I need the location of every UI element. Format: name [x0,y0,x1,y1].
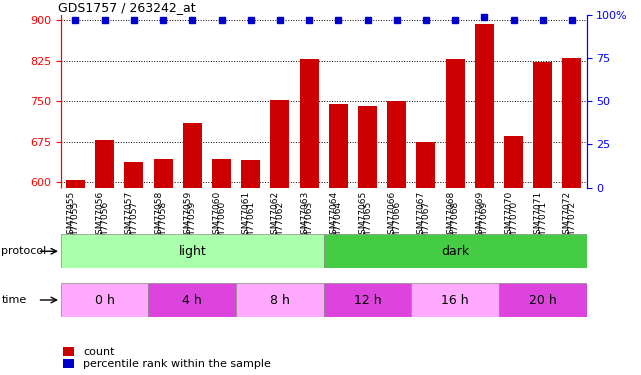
Bar [417,142,435,188]
Bar [241,160,260,188]
Text: time: time [1,295,26,305]
Text: GSM77066: GSM77066 [388,191,397,240]
Text: 0 h: 0 h [95,294,115,306]
Text: GSM77067: GSM77067 [417,191,426,240]
FancyBboxPatch shape [499,283,587,317]
Bar [329,104,348,188]
Text: GSM77058: GSM77058 [154,191,163,240]
Text: 12 h: 12 h [354,294,381,306]
FancyBboxPatch shape [412,283,499,317]
Text: GSM77061: GSM77061 [242,191,251,240]
Text: GSM77062: GSM77062 [276,200,285,250]
Bar [475,24,494,188]
Text: GSM77059: GSM77059 [188,200,197,250]
FancyBboxPatch shape [61,234,324,268]
Text: GSM77060: GSM77060 [217,200,226,250]
Text: 8 h: 8 h [270,294,290,306]
Bar [154,159,172,188]
Text: GSM77059: GSM77059 [183,191,192,240]
Text: GSM77068: GSM77068 [451,200,460,250]
Text: GSM77064: GSM77064 [334,200,343,250]
FancyBboxPatch shape [324,283,412,317]
Text: GSM77055: GSM77055 [71,200,80,250]
Bar [299,59,319,188]
Bar [445,59,465,188]
Text: light: light [178,245,206,258]
Text: GSM77055: GSM77055 [67,191,76,240]
Text: GSM77065: GSM77065 [358,191,367,240]
Text: GSM77056: GSM77056 [100,200,109,250]
Text: GSM77071: GSM77071 [534,191,543,240]
Text: GSM77058: GSM77058 [158,200,167,250]
Text: GSM77070: GSM77070 [509,200,518,250]
Bar [504,136,523,188]
Text: GSM77067: GSM77067 [421,200,430,250]
Text: GDS1757 / 263242_at: GDS1757 / 263242_at [58,1,196,14]
FancyBboxPatch shape [236,283,324,317]
Text: GSM77057: GSM77057 [129,200,138,250]
Text: GSM77062: GSM77062 [271,191,280,240]
Text: GSM77069: GSM77069 [476,191,485,240]
Text: 20 h: 20 h [529,294,556,306]
Bar [358,106,377,188]
Bar [212,159,231,188]
Text: GSM77061: GSM77061 [246,200,255,250]
Text: GSM77056: GSM77056 [96,191,104,240]
Bar [387,101,406,188]
Text: GSM77070: GSM77070 [504,191,513,240]
Text: GSM77072: GSM77072 [567,200,576,250]
Text: GSM77066: GSM77066 [392,200,401,250]
FancyBboxPatch shape [149,283,236,317]
Text: 4 h: 4 h [183,294,202,306]
Text: 16 h: 16 h [441,294,469,306]
Bar [96,140,114,188]
Text: GSM77069: GSM77069 [480,200,489,250]
Text: GSM77060: GSM77060 [213,191,222,240]
Text: protocol: protocol [1,246,47,256]
Bar [562,58,581,188]
Text: GSM77065: GSM77065 [363,200,372,250]
Bar [533,62,552,188]
Text: GSM77063: GSM77063 [304,200,313,250]
Bar [183,123,202,188]
Legend: count, percentile rank within the sample: count, percentile rank within the sample [63,347,271,369]
Bar [271,100,289,188]
Bar [124,162,144,188]
Bar [66,180,85,188]
Text: GSM77057: GSM77057 [125,191,134,240]
FancyBboxPatch shape [61,283,149,317]
Text: GSM77071: GSM77071 [538,200,547,250]
Text: GSM77063: GSM77063 [300,191,309,240]
Text: GSM77072: GSM77072 [563,191,572,240]
Text: GSM77064: GSM77064 [329,191,338,240]
Text: GSM77068: GSM77068 [446,191,455,240]
Text: dark: dark [441,245,469,258]
FancyBboxPatch shape [324,234,587,268]
